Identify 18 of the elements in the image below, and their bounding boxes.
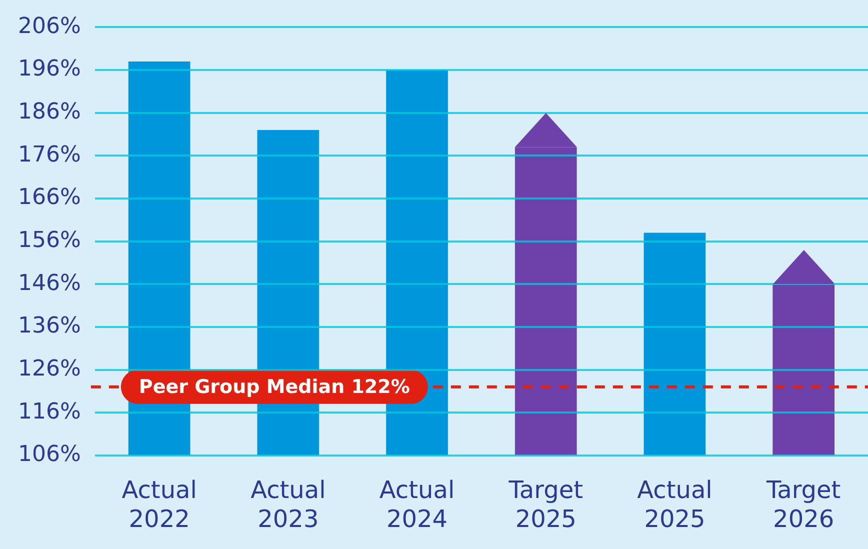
y-tick-label: 176% (18, 142, 81, 168)
x-tick-label: Actual 2022 (122, 476, 197, 533)
y-tick-label: 106% (18, 442, 81, 468)
y-tick-label: 146% (18, 270, 81, 296)
x-tick-label: Actual 2023 (250, 476, 326, 533)
y-tick-label: 116% (18, 399, 81, 424)
y-tick-label: 156% (18, 228, 81, 254)
y-tick-label: 186% (18, 100, 81, 125)
x-tick-label: Target 2025 (508, 476, 583, 533)
x-tick-label: Actual 2025 (637, 476, 712, 533)
y-tick-label: 196% (18, 56, 81, 82)
y-tick-label: 166% (18, 185, 81, 210)
y-tick-label: 206% (18, 14, 81, 39)
y-tick-label: 126% (18, 356, 81, 382)
x-tick-label: Actual 2024 (379, 476, 455, 533)
ref-line-label: Peer Group Median 122% (138, 376, 410, 398)
x-tick-label: Target 2026 (765, 476, 841, 533)
y-tick-label: 136% (18, 314, 81, 339)
